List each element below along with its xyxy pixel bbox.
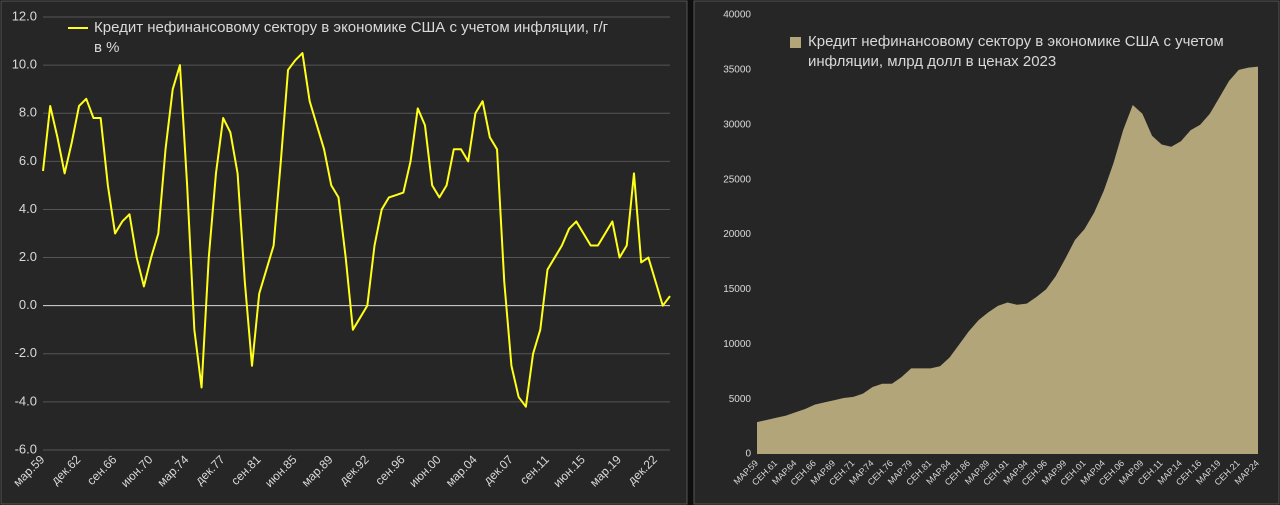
legend: Кредит нефинансовому сектору в экономике…	[68, 18, 614, 58]
y-tick-label: 6.0	[19, 153, 37, 168]
y-tick-label: 0	[745, 449, 751, 460]
y-tick-label: 40000	[723, 10, 751, 21]
y-tick-label: 2.0	[19, 249, 37, 264]
legend-label: Кредит нефинансовому сектору в экономике…	[808, 33, 1224, 70]
y-tick-label: -6.0	[15, 441, 37, 456]
y-tick-label: 5000	[729, 394, 752, 405]
y-tick-label: 12.0	[12, 8, 37, 23]
y-tick-label: 0.0	[19, 297, 37, 312]
area-series	[757, 66, 1258, 455]
legend-label: Кредит нефинансовому сектору в экономике…	[94, 19, 609, 56]
y-tick-label: 35000	[723, 65, 751, 76]
y-tick-label: -2.0	[15, 345, 37, 360]
chart-left: -6.0-4.0-2.00.02.04.06.08.010.012.0мар.5…	[0, 0, 688, 505]
y-tick-label: 10000	[723, 339, 751, 350]
y-tick-label: 25000	[723, 174, 751, 185]
y-tick-label: -4.0	[15, 393, 37, 408]
legend: Кредит нефинансовому сектору в экономике…	[790, 32, 1258, 72]
legend-swatch	[68, 27, 88, 29]
chart-right: 0 5000 10000 15000 20000 25000 30000 35000 40000…	[693, 0, 1280, 505]
legend-swatch	[790, 37, 801, 48]
y-tick-label: 10.0	[12, 57, 37, 72]
line-series	[42, 52, 671, 408]
panel	[0, 0, 688, 505]
y-tick-label: 8.0	[19, 105, 37, 120]
y-tick-label: 4.0	[19, 201, 37, 216]
y-tick-label: 30000	[723, 119, 751, 130]
y-tick-label: 15000	[723, 284, 751, 295]
y-tick-label: 20000	[723, 229, 751, 240]
